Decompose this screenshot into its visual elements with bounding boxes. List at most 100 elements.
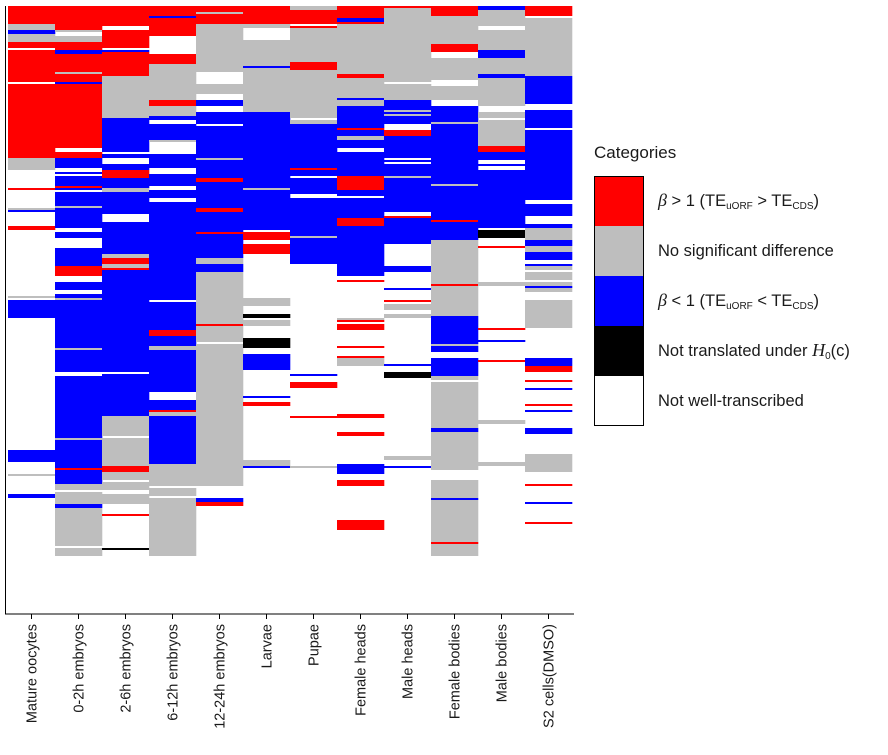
heatmap-cell [243,338,291,348]
heatmap-cell [102,498,150,500]
heatmap-cell [290,152,338,164]
heatmap-cell [55,368,103,372]
heatmap-cell [149,432,197,442]
heatmap-cell [290,150,338,152]
heatmap-cell [149,344,197,346]
heatmap-cell [196,184,244,188]
heatmap-cell [149,484,197,486]
heatmap-cell [55,402,103,406]
heatmap-cell [196,12,244,14]
heatmap-cell [196,272,244,274]
heatmap-cell [337,130,385,134]
heatmap-cell [431,530,479,534]
heatmap-cell [525,54,573,60]
heatmap-cell [337,166,385,170]
heatmap-cell [196,112,244,116]
heatmap-cell [102,414,150,416]
heatmap-cell [102,392,150,398]
heatmap-cell [102,52,150,54]
heatmap-cell [525,276,573,280]
heatmap-cell [431,316,479,318]
heatmap-cell [149,416,197,418]
heatmap-cell [431,482,479,490]
heatmap-cell [431,552,479,556]
heatmap-cell [102,340,150,346]
heatmap-cell [149,366,197,368]
heatmap-cell [55,204,103,206]
heatmap-cell [196,318,244,320]
heatmap-cell [102,14,150,20]
heatmap-cell [55,438,103,440]
heatmap-cell [431,262,479,270]
heatmap-cell [196,212,244,216]
heatmap-cell [149,306,197,312]
heatmap-cell [431,428,479,432]
heatmap-cell [384,68,432,74]
heatmap-cell [196,104,244,106]
heatmap-cell [337,232,385,240]
heatmap-cell [149,480,197,482]
heatmap-cell [102,272,150,278]
heatmap-cell [196,432,244,448]
heatmap-column-2 [102,6,150,550]
heatmap-cell [55,88,103,94]
heatmap-cell [55,42,103,46]
heatmap-cell [102,250,150,252]
heatmap-cell [337,358,385,366]
heatmap-cell [8,16,56,24]
heatmap-cell [55,206,103,208]
x-tick-label: 6-12h embryos [166,624,182,721]
heatmap-cell [102,30,150,32]
heatmap-cell [243,324,291,326]
heatmap-cell [102,386,150,390]
heatmap-cell [55,232,103,238]
heatmap-cell [102,50,150,52]
heatmap-cell [149,194,197,198]
heatmap-cell [525,302,573,304]
heatmap-cell [337,464,385,474]
heatmap-cell [290,134,338,136]
heatmap-cell [431,304,479,306]
heatmap-cell [196,178,244,182]
heatmap-cell [149,248,197,254]
heatmap-cell [384,146,432,150]
heatmap-cell [196,390,244,394]
heatmap-cell [337,112,385,116]
heatmap-cell [478,146,526,152]
heatmap-cell [196,286,244,296]
heatmap-cell [149,276,197,294]
heatmap-cell [431,194,479,208]
heatmap-cell [384,220,432,222]
heatmap-cell [290,94,338,96]
heatmap-cell [525,68,573,74]
heatmap-cell [431,434,479,436]
heatmap-cell [196,50,244,52]
heatmap-cell [55,514,103,518]
heatmap-cell [196,308,244,310]
heatmap-cell [290,164,338,166]
heatmap-cell [337,98,385,100]
heatmap-cell [196,352,244,362]
heatmap-cell [525,174,573,176]
heatmap-cell [149,368,197,370]
heatmap-cell [149,410,197,412]
heatmap-cell [431,112,479,114]
heatmap-cell [8,132,56,142]
heatmap-cell [337,72,385,74]
heatmap-cell [290,120,338,124]
heatmap-cell [384,44,432,48]
heatmap-cell [431,18,479,36]
heatmap-cell [196,134,244,138]
heatmap-cell [55,504,103,508]
heatmap-cell [525,358,573,366]
heatmap-cell [478,188,526,190]
heatmap-cell [384,266,432,272]
heatmap-cell [196,230,244,232]
legend-rows: β > 1 (TEuORF > TECDS) No significant di… [594,176,850,426]
heatmap-cell [290,138,338,144]
heatmap-cell [431,282,479,284]
heatmap-cell [102,460,150,462]
legend-item-blue: β < 1 (TEuORF < TECDS) [594,276,850,326]
heatmap-cell [290,192,338,194]
heatmap-cell [149,6,197,12]
